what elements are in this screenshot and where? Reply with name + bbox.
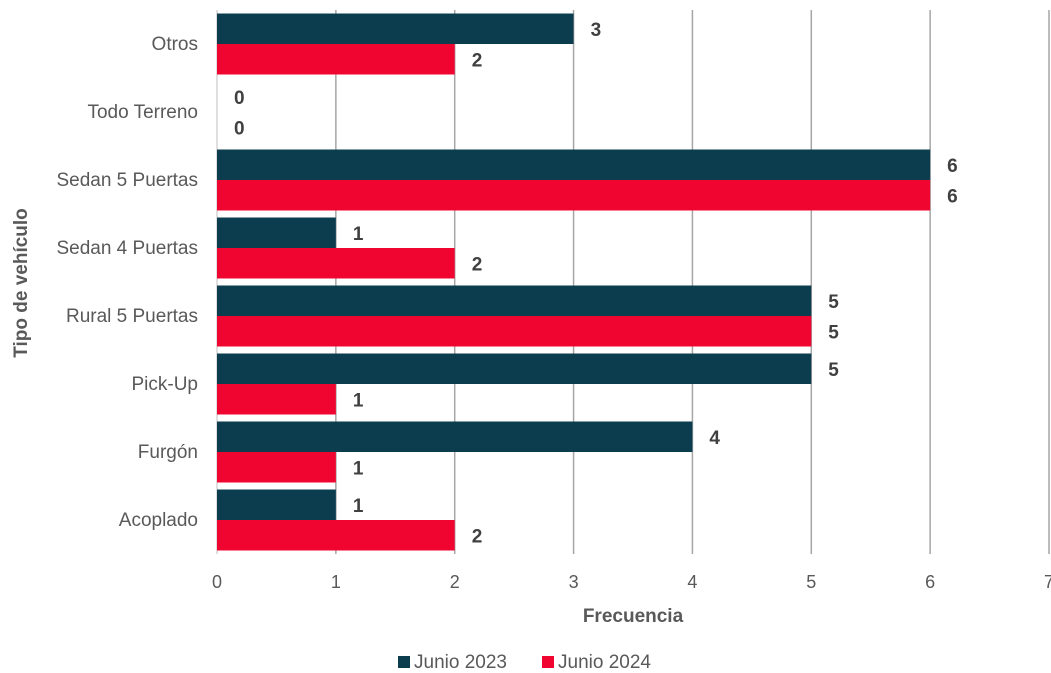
- bars: [217, 13, 931, 551]
- legend-label: Junio 2023: [414, 652, 507, 673]
- data-label: 2: [472, 50, 483, 71]
- x-tick-label-0: 0: [212, 572, 222, 592]
- category-label: Acoplado: [119, 510, 198, 531]
- category-label: Sedan 4 Puertas: [56, 238, 198, 259]
- y-axis-title: Tipo de vehículo: [11, 208, 32, 358]
- data-label: 1: [353, 224, 364, 245]
- category-labels: Otros Todo Terreno Sedan 5 Puertas Sedan 4 …: [56, 34, 198, 531]
- data-label: 6: [947, 186, 958, 207]
- category-label: Furgón: [138, 442, 198, 463]
- data-label: 0: [234, 118, 245, 139]
- x-tick-label-1: 1: [331, 572, 341, 592]
- x-tick-label-5: 5: [806, 572, 816, 592]
- legend-swatch: [398, 656, 410, 668]
- data-label: 5: [828, 360, 839, 381]
- legend: Junio 2023 Junio 2024: [398, 652, 651, 673]
- data-label: 0: [234, 88, 245, 109]
- data-label: 1: [353, 458, 364, 479]
- bar-series1: [217, 353, 812, 384]
- data-label: 4: [709, 428, 720, 449]
- x-tick-labels: 0 1 2 3 4 5 6 7: [212, 572, 1051, 592]
- bar-series1: [217, 285, 812, 316]
- category-label: Rural 5 Puertas: [66, 306, 198, 327]
- category-label: Sedan 5 Puertas: [56, 170, 198, 191]
- bar-series2: [217, 180, 931, 211]
- bar-series2: [217, 248, 455, 279]
- legend-swatch: [542, 656, 554, 668]
- bar-series2: [217, 452, 336, 483]
- x-tick-label-4: 4: [687, 572, 697, 592]
- bar-series1: [217, 489, 336, 520]
- data-label: 3: [591, 20, 602, 41]
- category-label: Otros: [152, 34, 198, 55]
- data-label: 1: [353, 496, 364, 517]
- x-tick-label-2: 2: [450, 572, 460, 592]
- data-label: 2: [472, 254, 483, 275]
- data-label: 5: [828, 322, 839, 343]
- x-axis-title: Frecuencia: [583, 606, 684, 627]
- gridlines: [216, 10, 1050, 554]
- data-label: 2: [472, 526, 483, 547]
- bar-series1: [217, 217, 336, 248]
- bar-series2: [217, 384, 336, 415]
- x-tick-label-7: 7: [1044, 572, 1051, 592]
- bar-series1: [217, 421, 693, 452]
- data-labels: 3 2 0 0 6 6 1 2 5 5 5 1 4 1 1 2: [234, 20, 958, 548]
- bar-series2: [217, 520, 455, 551]
- data-label: 5: [828, 292, 839, 313]
- x-tick-label-6: 6: [925, 572, 935, 592]
- bar-series1: [217, 13, 574, 44]
- category-label: Todo Terreno: [87, 102, 198, 123]
- bar-series2: [217, 316, 812, 347]
- x-tick-label-3: 3: [569, 572, 579, 592]
- bar-series2: [217, 44, 455, 75]
- legend-label: Junio 2024: [558, 652, 651, 673]
- category-label: Pick-Up: [131, 374, 198, 395]
- data-label: 6: [947, 156, 958, 177]
- bar-series1: [217, 149, 931, 180]
- data-label: 1: [353, 390, 364, 411]
